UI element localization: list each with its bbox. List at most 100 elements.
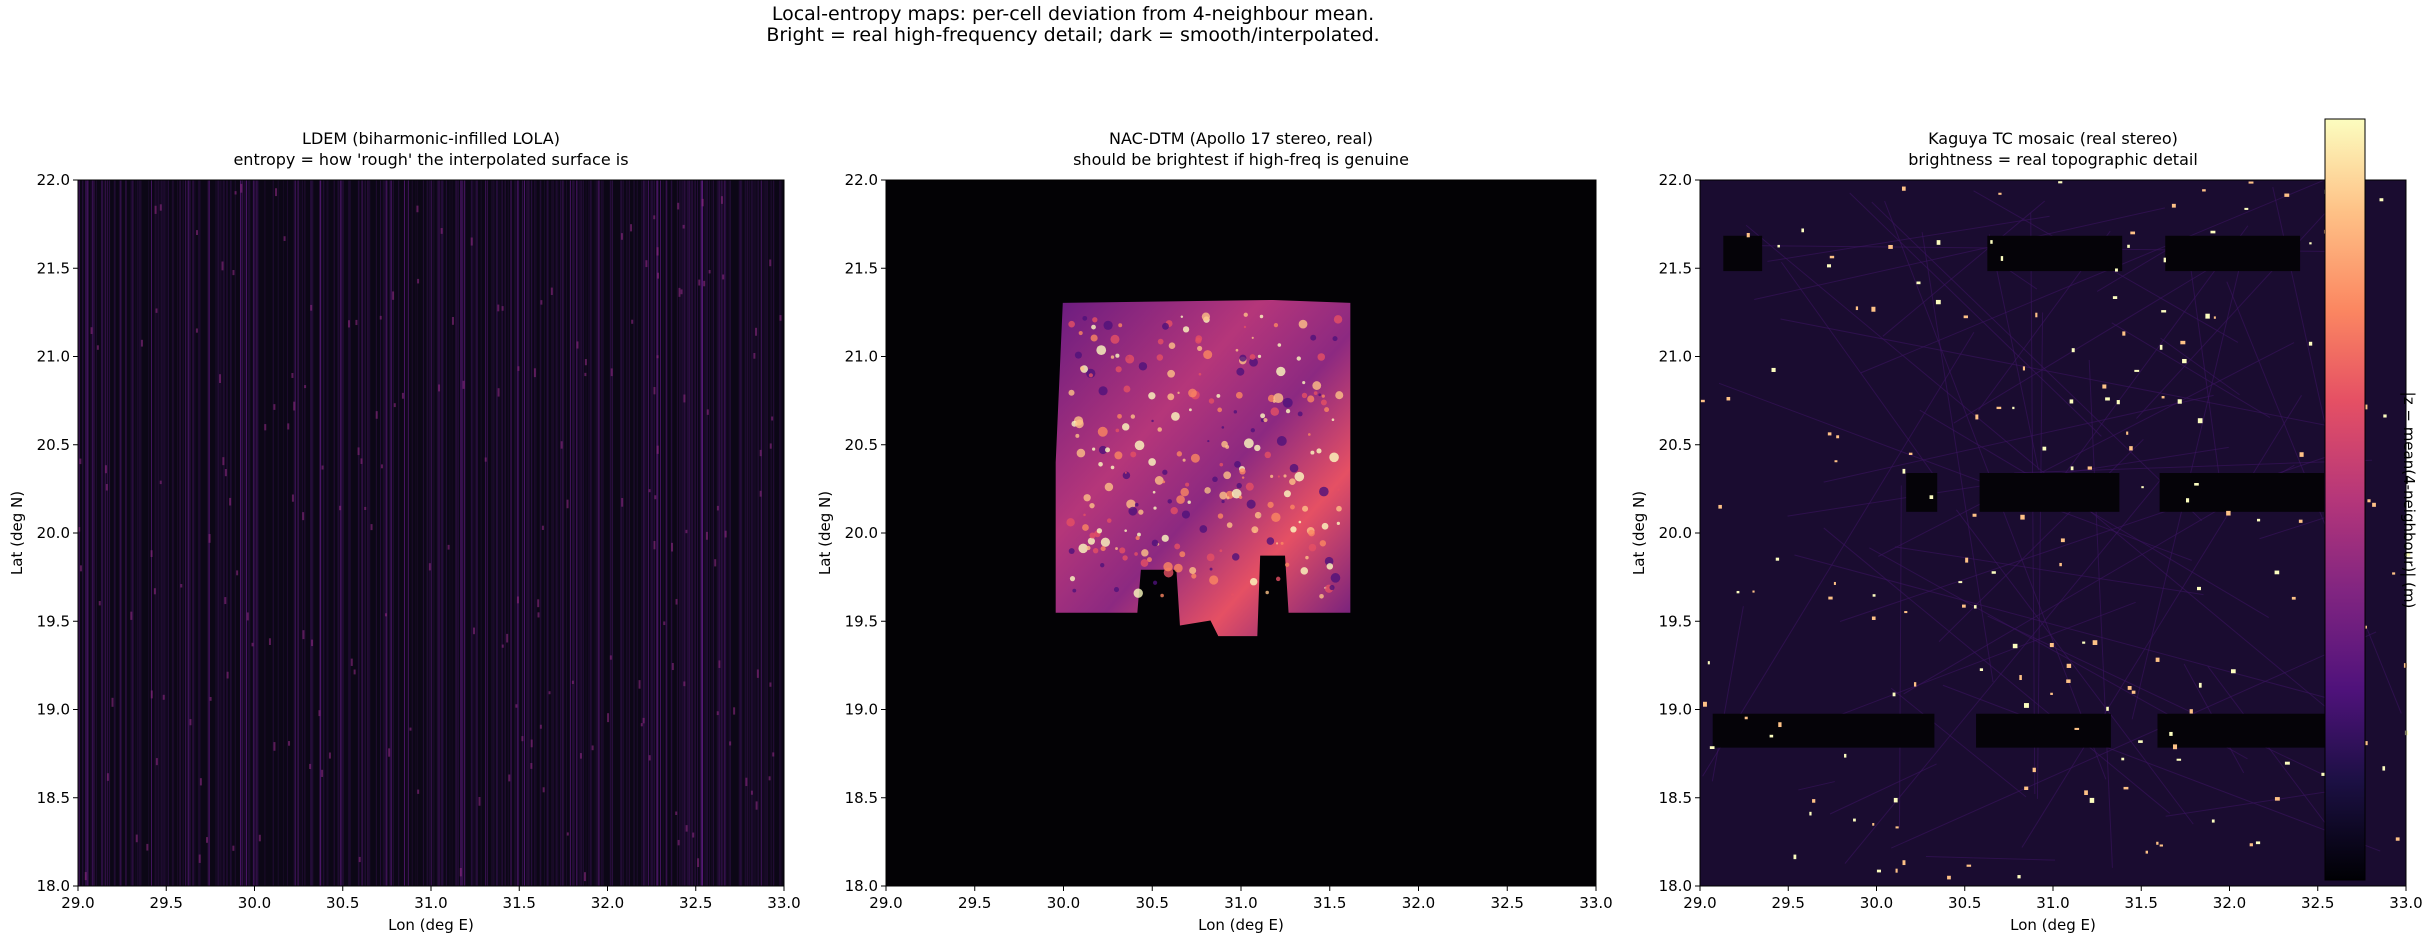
- heatmap-texture: [1834, 460, 1838, 463]
- heatmap-texture: [2060, 538, 2065, 543]
- heatmap-texture: [135, 834, 138, 843]
- heatmap-texture: [2131, 690, 2136, 694]
- heatmap-texture: [2122, 331, 2126, 336]
- heatmap-texture: [2111, 322, 2271, 418]
- heatmap-texture: [1167, 369, 1175, 378]
- heatmap-texture: [1893, 797, 1898, 803]
- heatmap-texture: [246, 612, 249, 621]
- heatmap-texture: [462, 380, 465, 389]
- heatmap-texture: [2084, 790, 2088, 796]
- heatmap-texture: [2160, 337, 2240, 396]
- heatmap-texture: [2284, 193, 2290, 197]
- heatmap-texture: [1189, 566, 1197, 574]
- heatmap-texture: [236, 570, 239, 576]
- heatmap-texture: [2161, 396, 2165, 399]
- heatmap-texture: [2165, 789, 2342, 817]
- heatmap-texture: [1752, 590, 1755, 593]
- heatmap-texture: [79, 458, 82, 465]
- x-tick-label: 33.0: [767, 894, 800, 912]
- heatmap-texture: [1221, 440, 1228, 448]
- heatmap-texture: [1110, 465, 1115, 470]
- heatmap-texture: [2244, 207, 2249, 210]
- heatmap-texture: [550, 287, 553, 295]
- heatmap-texture: [401, 392, 404, 399]
- y-tick-label: 18.0: [37, 877, 70, 895]
- heatmap-gap: [1976, 713, 2111, 748]
- heatmap-texture: [1239, 468, 1246, 475]
- heatmap-texture: [1290, 504, 1295, 510]
- heatmap-texture: [530, 763, 533, 769]
- heatmap-texture: [1329, 584, 1335, 591]
- heatmap-texture: [2226, 510, 2231, 516]
- heatmap-texture: [104, 465, 107, 474]
- heatmap-texture: [384, 613, 387, 617]
- panel-title: NAC-DTM (Apollo 17 stereo, real): [1109, 129, 1373, 148]
- x-tick-label: 29.0: [61, 894, 94, 912]
- y-tick-label: 19.0: [37, 701, 70, 719]
- heatmap-texture: [653, 215, 656, 220]
- heatmap-texture: [1902, 860, 1906, 866]
- heatmap-texture: [416, 205, 419, 213]
- panel-title: LDEM (biharmonic-infilled LOLA): [302, 129, 560, 148]
- heatmap-texture: [199, 778, 202, 786]
- heatmap-texture: [1726, 396, 1731, 401]
- heatmap-texture: [2127, 244, 2130, 248]
- heatmap-texture: [1276, 366, 1286, 377]
- heatmap-texture: [2189, 709, 2193, 714]
- heatmap-texture: [1128, 506, 1138, 516]
- heatmap-texture: [311, 639, 314, 647]
- heatmap-texture: [283, 236, 286, 241]
- heatmap-texture: [392, 291, 395, 300]
- heatmap-texture: [1219, 549, 1223, 553]
- heatmap-texture: [771, 416, 774, 421]
- heatmap-texture: [478, 796, 481, 806]
- heatmap-texture: [1771, 367, 1776, 372]
- heatmap-texture: [1780, 261, 1933, 474]
- heatmap-texture: [90, 327, 93, 335]
- heatmap-texture: [1962, 604, 1966, 608]
- heatmap-texture: [2230, 669, 2236, 674]
- panel-title: Kaguya TC mosaic (real stereo): [1928, 129, 2178, 148]
- heatmap-texture: [273, 742, 276, 751]
- heatmap-texture: [1177, 391, 1180, 394]
- heatmap-texture: [1263, 417, 1268, 423]
- colorbar-label: |z − mean(4-neighbour)| (m): [2400, 392, 2418, 609]
- heatmap-texture: [1836, 435, 1840, 439]
- y-tick-label: 20.5: [845, 436, 878, 454]
- heatmap-texture: [1092, 317, 1098, 323]
- heatmap-texture: [2023, 703, 2029, 708]
- heatmap-texture: [2194, 482, 2199, 486]
- heatmap-region: [1055, 300, 1351, 637]
- heatmap-texture: [2020, 514, 2025, 520]
- heatmap-texture: [607, 713, 610, 723]
- heatmap-texture: [2382, 766, 2386, 771]
- heatmap-texture: [2121, 757, 2125, 761]
- heatmap-gap: [1712, 713, 1935, 748]
- heatmap-texture: [1898, 485, 1902, 828]
- heatmap-texture: [703, 280, 706, 287]
- heatmap-texture: [2032, 767, 2036, 773]
- heatmap-texture: [1187, 500, 1191, 504]
- heatmap-texture: [428, 563, 431, 571]
- heatmap-texture: [1179, 551, 1186, 558]
- heatmap-texture: [2000, 256, 2004, 261]
- heatmap-texture: [537, 599, 540, 608]
- x-tick-label: 29.5: [150, 894, 183, 912]
- heatmap-texture: [2205, 313, 2210, 319]
- heatmap-texture: [195, 328, 198, 333]
- heatmap-texture: [1336, 521, 1340, 526]
- heatmap-texture: [2367, 499, 2371, 503]
- heatmap-texture: [1283, 474, 1287, 478]
- heatmap-texture: [2012, 643, 2018, 649]
- heatmap-texture: [521, 736, 524, 742]
- heatmap-texture: [1075, 433, 1080, 438]
- heatmap-texture: [1947, 875, 1951, 880]
- heatmap-texture: [2188, 256, 2223, 497]
- heatmap-texture: [1942, 684, 2381, 852]
- heatmap-texture: [1171, 411, 1180, 421]
- heatmap-texture: [759, 449, 762, 457]
- heatmap-texture: [685, 529, 688, 534]
- heatmap-texture: [1313, 391, 1318, 395]
- heatmap-texture: [1173, 563, 1183, 573]
- heatmap-texture: [1113, 586, 1120, 593]
